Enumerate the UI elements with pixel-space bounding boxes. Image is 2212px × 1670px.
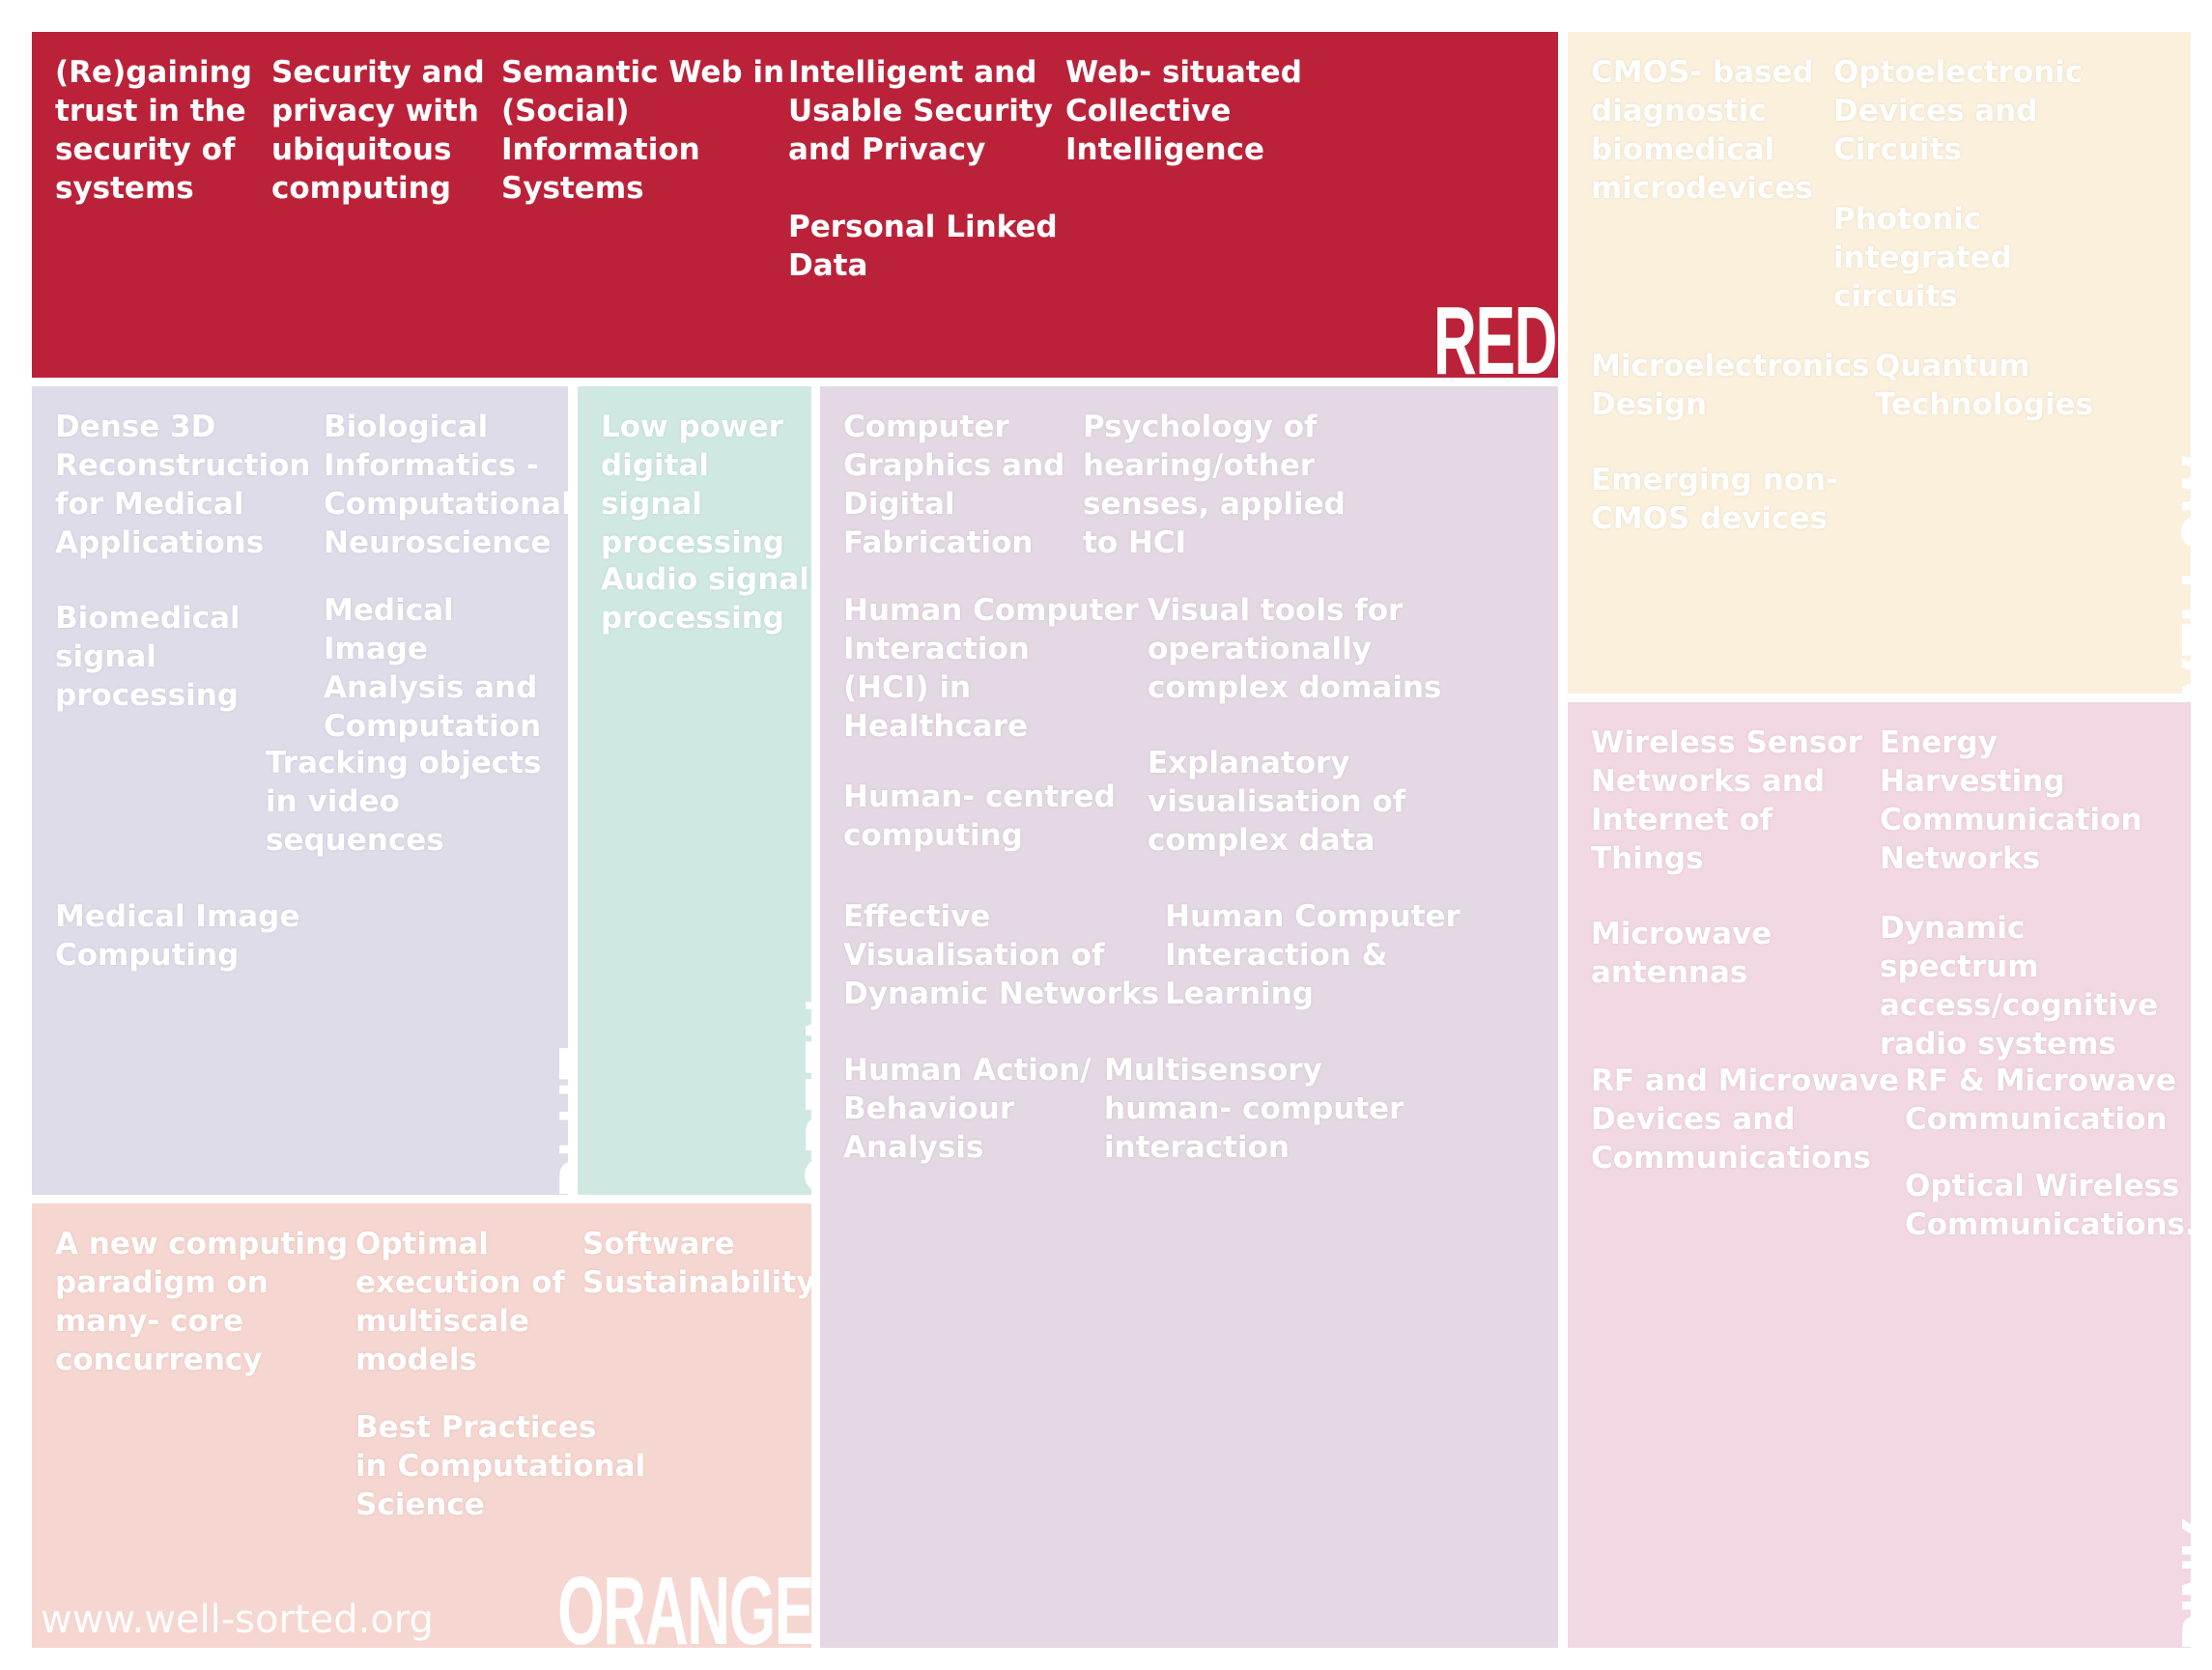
panel-purple: Computer Graphics and Digital Fabricatio…: [820, 386, 1558, 1648]
panel-red: (Re)gaining trust in the security of sys…: [32, 32, 1558, 378]
panel-label-yellow: YELLOW: [2163, 457, 2191, 693]
topic: Tracking objects in video sequences: [266, 746, 542, 858]
topic: RF and Microwave Devices and Communicati…: [1591, 1063, 1900, 1175]
topic: Human Computer Interaction (HCI) in Heal…: [843, 593, 1139, 744]
topic: Human- centred computing: [843, 779, 1116, 853]
topic: Dense 3D Reconstruction for Medical Appl…: [55, 410, 311, 560]
topic: Explanatory visualisation of complex dat…: [1148, 746, 1406, 858]
topic: Effective Visualisation of Dynamic Netwo…: [843, 899, 1160, 1011]
topic: Psychology of hearing/other senses, appl…: [1083, 410, 1346, 560]
panel-label-purple: PURPLE: [1541, 1425, 1558, 1648]
topic: A new computing paradigm on many- core c…: [55, 1227, 349, 1377]
topic: Security and privacy with ubiquitous com…: [271, 55, 485, 206]
topic: Optoelectronic Devices and Circuits: [1833, 55, 2084, 167]
topic: (Re)gaining trust in the security of sys…: [55, 55, 252, 206]
topic: Low power digital signal processing: [601, 410, 784, 560]
topic: Medical Image Analysis and Computation: [324, 593, 542, 744]
topic: Biomedical signal processing: [55, 601, 241, 713]
panel-label-green: GREEN: [786, 999, 811, 1195]
topic: Personal Linked Data: [788, 210, 1058, 283]
topic: RF & Microwave Communication: [1905, 1063, 2176, 1137]
topic: Medical Image Computing: [55, 899, 300, 973]
topic: Optical Wireless Communications.: [1905, 1169, 2191, 1242]
topic: Semantic Web in (Social) Information Sys…: [501, 55, 785, 206]
topic: Intelligent and Usable Security and Priv…: [788, 55, 1053, 167]
topic: Optimal execution of multiscale models: [355, 1227, 565, 1377]
panel-label-pink: PINK: [2163, 1517, 2191, 1648]
topic: Biological Informatics - Computational N…: [324, 410, 568, 560]
topic: Best Practices in Computational Science: [355, 1410, 646, 1522]
topic: Audio signal processing: [601, 562, 809, 636]
topic: Dynamic spectrum access/cognitive radio …: [1880, 911, 2159, 1061]
panel-yellow: CMOS- based diagnostic biomedical microd…: [1568, 32, 2191, 693]
panel-orange: A new computing paradigm on many- core c…: [32, 1203, 811, 1648]
topic: Quantum Technologies: [1875, 349, 2094, 422]
topic: Multisensory human- computer interaction: [1104, 1053, 1404, 1165]
topic: Emerging non- CMOS devices: [1591, 463, 1838, 536]
panel-green: Low power digital signal processing Audi…: [578, 386, 811, 1195]
topic: Energy Harvesting Communication Networks: [1880, 725, 2142, 876]
panel-label-blue: BLUE: [540, 1045, 568, 1195]
topic: Microwave antennas: [1591, 917, 1772, 990]
topic: Web- situated Collective Intelligence: [1065, 55, 1302, 167]
topic: Photonic integrated circuits: [1833, 202, 2012, 314]
topic: CMOS- based diagnostic biomedical microd…: [1591, 55, 1814, 206]
topic: Human Action/ Behaviour Analysis: [843, 1053, 1092, 1165]
topic: Human Computer Interaction & Learning: [1165, 899, 1460, 1011]
topic: Microelectronics Design: [1591, 349, 1870, 422]
panel-label-red: RED: [1432, 287, 1557, 378]
watermark-text: www.well-sorted.org: [41, 1598, 434, 1642]
topic: Software Sustainability: [582, 1227, 811, 1300]
panel-label-orange: ORANGE: [557, 1557, 811, 1648]
topic: Computer Graphics and Digital Fabricatio…: [843, 410, 1065, 560]
panel-pink: Wireless Sensor Networks and Internet of…: [1568, 702, 2191, 1648]
panel-blue: Dense 3D Reconstruction for Medical Appl…: [32, 386, 568, 1195]
topic: Wireless Sensor Networks and Internet of…: [1591, 725, 1862, 876]
topic: Visual tools for operationally complex d…: [1148, 593, 1442, 705]
